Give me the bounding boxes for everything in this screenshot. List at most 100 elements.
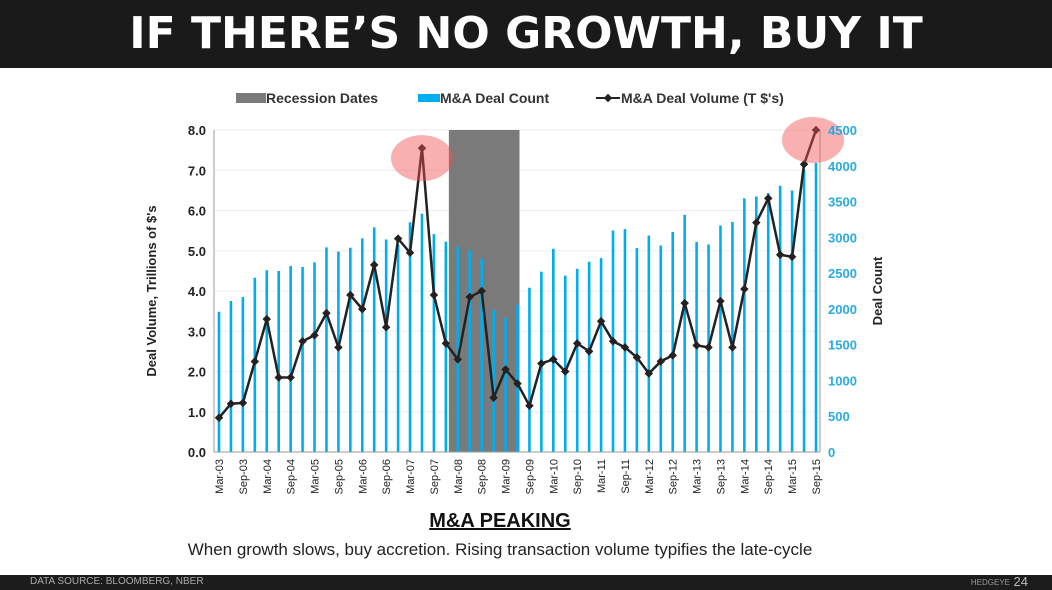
y-left-tick-label: 3.0 (188, 324, 206, 339)
deal-volume-marker (405, 248, 415, 258)
deal-count-bar (563, 275, 567, 452)
y-left-tick-label: 0.0 (188, 445, 206, 460)
deal-volume-marker (692, 341, 701, 350)
y-left-tick-label: 2.0 (188, 365, 206, 380)
deal-volume-marker (537, 359, 546, 368)
y-left-tick-label: 4.0 (188, 284, 206, 299)
y-right-tick-label: 0 (828, 445, 835, 460)
deal-volume-marker (501, 365, 510, 374)
deal-count-bar (456, 246, 460, 452)
deal-count-bar (575, 268, 579, 452)
deal-volume-marker (740, 284, 749, 294)
deal-volume-marker (274, 373, 283, 382)
deal-volume-marker (584, 347, 594, 356)
x-tick-label: Mar-07 (405, 459, 417, 494)
x-tick-label: Sep-03 (238, 459, 250, 494)
deal-count-bar (528, 287, 531, 452)
deal-volume-marker (763, 194, 773, 203)
legend-count-swatch (418, 94, 440, 102)
deal-volume-marker (656, 357, 666, 366)
deal-count-bar (719, 225, 722, 452)
deal-volume-marker (429, 290, 439, 300)
deal-count-bar (217, 311, 221, 452)
deal-volume-marker (226, 399, 236, 408)
deal-count-bar (396, 244, 400, 452)
x-tick-label: Mar-13 (692, 459, 704, 494)
deal-count-bar (360, 238, 364, 452)
brand-name: HEDGEYE (970, 578, 1010, 587)
y-left-tick-label: 8.0 (188, 123, 206, 138)
deal-count-bar (301, 267, 304, 452)
y-axis-left-label: Deal Volume, Trillions of $'s (144, 205, 159, 376)
x-tick-label: Sep-07 (429, 459, 441, 494)
deal-count-bar (659, 245, 663, 452)
deal-volume-marker (346, 290, 355, 300)
deal-count-bar (671, 231, 675, 452)
x-tick-label: Mar-10 (548, 459, 560, 494)
deal-volume-marker (310, 331, 319, 340)
y-right-tick-label: 2000 (828, 302, 857, 317)
deal-volume-marker (644, 369, 654, 378)
deal-count-bar (408, 222, 412, 452)
deal-volume-marker (787, 252, 797, 262)
y-right-tick-label: 2500 (828, 266, 857, 281)
y-right-tick-label: 3000 (828, 230, 857, 245)
x-tick-label: Sep-14 (763, 459, 775, 494)
deal-count-bar (432, 234, 436, 452)
deal-count-bar (384, 239, 388, 452)
x-tick-label: Sep-10 (572, 459, 584, 494)
y-right-tick-label: 1000 (828, 373, 857, 388)
y-right-tick-label: 500 (828, 409, 850, 424)
deal-volume-marker (632, 353, 642, 362)
deal-count-bar (492, 309, 495, 452)
deal-volume-marker (775, 250, 785, 260)
deal-count-bar (587, 261, 591, 452)
deal-volume-marker (322, 308, 331, 318)
x-tick-label: Sep-15 (811, 459, 823, 494)
y-right-tick-label: 3500 (828, 195, 857, 210)
y-left-tick-label: 5.0 (188, 244, 206, 259)
deal-count-bar (349, 247, 352, 452)
deal-volume-marker (334, 343, 343, 352)
legend-recession-swatch (236, 93, 266, 103)
data-source: DATA SOURCE: BLOOMBERG, NBER (30, 576, 204, 587)
x-tick-label: Sep-05 (333, 459, 345, 494)
legend: Recession Dates M&A Deal Count M&A Deal … (236, 90, 784, 106)
chart-subtitle: M&A PEAKING (429, 510, 571, 532)
legend-volume-marker (603, 93, 613, 103)
x-tick-label: Mar-14 (739, 459, 751, 494)
deal-count-bar (743, 198, 746, 452)
deal-volume-marker (620, 343, 630, 352)
legend-recession-label: Recession Dates (266, 90, 378, 106)
deal-volume-marker (393, 234, 403, 243)
deal-volume-marker (716, 296, 725, 306)
deal-volume-marker (513, 379, 522, 388)
deal-volume-marker (752, 218, 761, 227)
deal-volume-marker (369, 260, 379, 270)
y-right-tick-label: 4000 (828, 159, 857, 174)
deal-volume-marker (680, 298, 689, 308)
deal-count-bar (372, 227, 376, 452)
deal-volume-marker (286, 373, 295, 382)
highlight-circle (390, 135, 453, 182)
x-tick-label: Mar-12 (644, 459, 656, 494)
y-left-tick-label: 6.0 (188, 204, 206, 219)
x-tick-label: Sep-06 (381, 459, 393, 494)
footer-bar (0, 575, 1052, 590)
deal-count-bar (766, 192, 770, 453)
x-tick-label: Sep-13 (715, 459, 727, 494)
deal-count-bar (790, 190, 794, 452)
deal-count-bar (599, 258, 603, 452)
deal-volume-marker (608, 337, 618, 346)
deal-count-bar (731, 221, 734, 452)
y-right-tick-label: 1500 (828, 338, 857, 353)
deal-volume-marker (668, 351, 677, 360)
x-tick-label: Mar-06 (357, 459, 369, 494)
x-tick-label: Mar-04 (262, 459, 274, 494)
deal-volume-marker (572, 339, 582, 348)
deal-count-bar (313, 262, 316, 452)
x-tick-label: Mar-03 (214, 459, 226, 494)
x-tick-label: Sep-12 (668, 459, 680, 494)
deal-count-bar (325, 247, 328, 452)
deal-volume-marker (525, 401, 534, 410)
